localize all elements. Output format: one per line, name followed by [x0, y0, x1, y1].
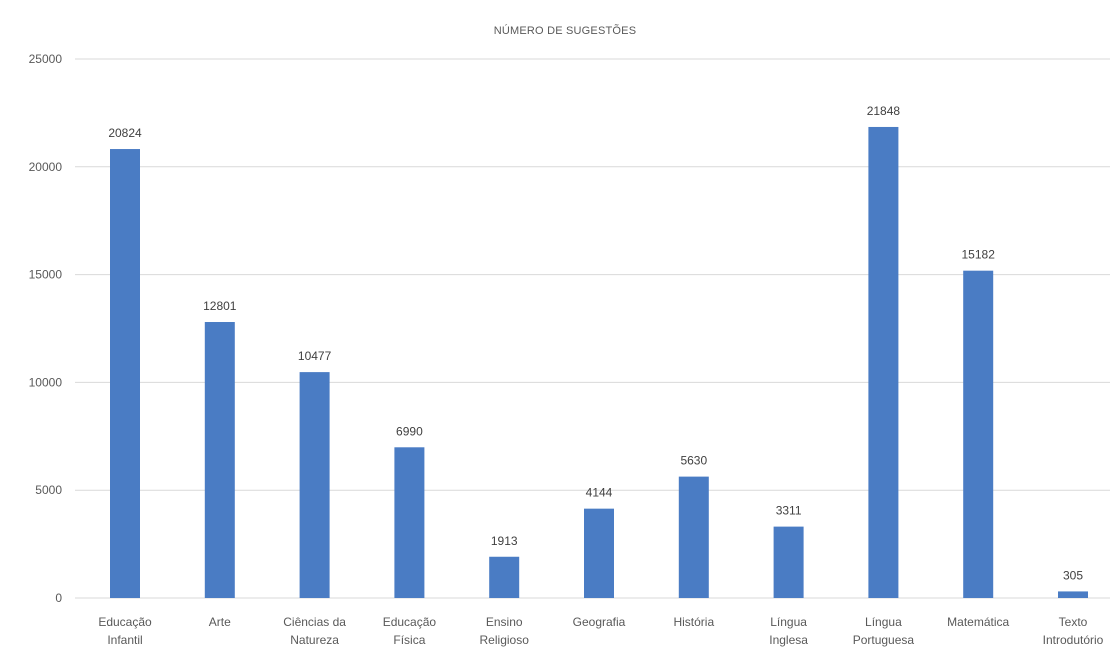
bar — [963, 270, 994, 598]
y-axis-ticks: 0 5000 10000 15000 20000 25000 — [29, 52, 63, 605]
category-label: História — [673, 615, 714, 629]
category-label: Língua Portuguesa — [853, 615, 915, 647]
data-label: 21848 — [867, 104, 901, 118]
category-label-line: Ensino — [486, 615, 523, 629]
category-label: Matemática — [947, 615, 1009, 629]
category-label: Educação Física — [383, 615, 437, 647]
category-label-line: Língua — [770, 615, 807, 629]
category-label-line: Física — [393, 633, 425, 647]
y-tick-label: 20000 — [29, 160, 63, 174]
y-tick-label: 10000 — [29, 375, 63, 389]
data-label: 10477 — [298, 349, 332, 363]
category-label: Geografia — [573, 615, 626, 629]
category-label: Texto Introdutório — [1043, 615, 1104, 647]
data-labels: 20824 12801 10477 6990 1913 4144 5630 3311 21848… — [108, 104, 1083, 582]
data-label: 6990 — [396, 424, 423, 438]
data-label: 20824 — [108, 126, 142, 140]
bar — [204, 322, 235, 598]
data-label: 4144 — [586, 486, 613, 500]
bar — [868, 126, 899, 598]
category-label-line: Língua — [865, 615, 902, 629]
category-label-line: História — [673, 615, 714, 629]
y-tick-label: 0 — [55, 591, 62, 605]
bar — [110, 149, 140, 599]
chart-title: NÚMERO DE SUGESTÕES — [494, 24, 637, 37]
bar — [678, 476, 709, 598]
data-label: 15182 — [962, 248, 996, 262]
data-label: 5630 — [680, 454, 707, 468]
gridlines — [75, 58, 1110, 599]
category-label-line: Arte — [209, 615, 231, 629]
data-label: 305 — [1063, 568, 1083, 582]
category-label-line: Natureza — [290, 633, 339, 647]
bar — [489, 556, 520, 598]
category-label-line: Portuguesa — [853, 633, 915, 647]
category-label: Arte — [209, 615, 231, 629]
category-label-line: Infantil — [107, 633, 142, 647]
category-label-line: Religioso — [480, 633, 530, 647]
category-labels: Educação Infantil Arte Ciências da Natureza E… — [98, 615, 1103, 647]
bar — [584, 508, 614, 598]
category-label-line: Ciências da — [283, 615, 346, 629]
category-label-line: Geografia — [573, 615, 626, 629]
category-label-line: Introdutório — [1043, 633, 1104, 647]
category-label-line: Inglesa — [769, 633, 808, 647]
category-label: Ensino Religioso — [480, 615, 530, 647]
category-label: Língua Inglesa — [769, 615, 808, 647]
bar — [773, 526, 804, 598]
bars — [110, 126, 1088, 599]
category-label: Ciências da Natureza — [283, 615, 346, 647]
category-label-line: Educação — [383, 615, 437, 629]
data-label: 3311 — [776, 504, 802, 518]
category-label-line: Texto — [1059, 615, 1088, 629]
category-label-line: Matemática — [947, 615, 1009, 629]
bar — [394, 447, 425, 598]
bar — [299, 372, 330, 598]
bar — [1058, 591, 1088, 598]
category-label-line: Educação — [98, 615, 152, 629]
y-tick-label: 5000 — [35, 483, 62, 497]
data-label: 1913 — [491, 534, 518, 548]
y-tick-label: 15000 — [29, 268, 63, 282]
y-tick-label: 25000 — [29, 52, 63, 66]
category-label: Educação Infantil — [98, 615, 152, 647]
data-label: 12801 — [203, 299, 237, 313]
